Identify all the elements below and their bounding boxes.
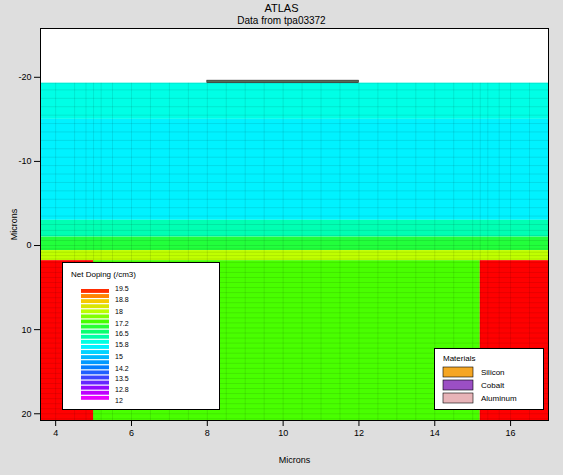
svg-text:Aluminum: Aluminum: [481, 394, 517, 403]
svg-text:17.2: 17.2: [115, 320, 129, 327]
svg-text:10: 10: [278, 428, 288, 438]
svg-text:14: 14: [430, 428, 440, 438]
svg-text:12: 12: [354, 428, 364, 438]
html-text:ATLAS: ATLAS: [264, 2, 299, 14]
svg-text:8: 8: [205, 428, 210, 438]
svg-text:Net Doping (/cm3): Net Doping (/cm3): [71, 270, 136, 279]
svg-text:16: 16: [506, 428, 516, 438]
svg-text:20: 20: [21, 409, 31, 419]
svg-text:6: 6: [129, 428, 134, 438]
svg-text:18.8: 18.8: [115, 296, 129, 303]
svg-text:12: 12: [115, 397, 123, 404]
svg-text:12.8: 12.8: [115, 386, 129, 393]
svg-text:19.5: 19.5: [115, 285, 129, 292]
svg-text:15.8: 15.8: [115, 341, 129, 348]
svg-text:4: 4: [53, 428, 58, 438]
svg-text:Materials: Materials: [443, 354, 475, 363]
svg-text:Cobalt: Cobalt: [481, 381, 505, 390]
svg-text:16.5: 16.5: [115, 330, 129, 337]
svg-text:Microns: Microns: [279, 455, 311, 465]
svg-text:Microns: Microns: [9, 208, 19, 240]
svg-text:10: 10: [21, 325, 31, 335]
svg-text:14.2: 14.2: [115, 365, 129, 372]
svg-text:15: 15: [115, 353, 123, 360]
svg-text:-10: -10: [18, 156, 31, 166]
svg-text:-20: -20: [18, 72, 31, 82]
svg-text:0: 0: [26, 240, 31, 250]
svg-text:Silicon: Silicon: [481, 368, 505, 377]
html-text:Data from tpa03372: Data from tpa03372: [237, 15, 326, 26]
svg-text:18: 18: [115, 308, 123, 315]
svg-text:13.5: 13.5: [115, 375, 129, 382]
